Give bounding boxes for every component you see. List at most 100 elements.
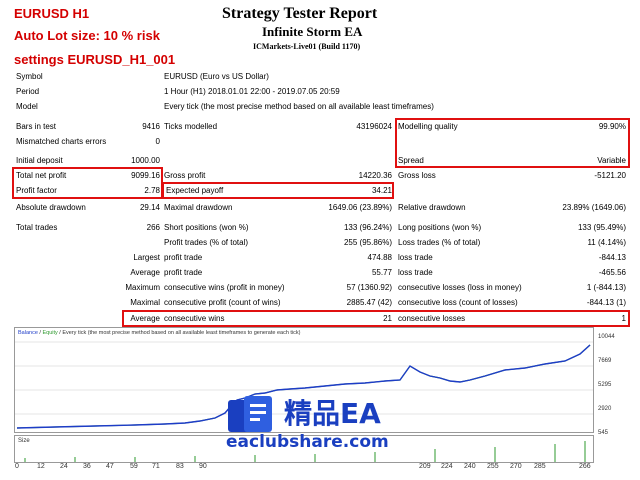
short-value: 133 (96.24%): [343, 223, 392, 232]
quality-label: Modelling quality: [398, 122, 458, 131]
avg-cons-wins-value: 21: [383, 314, 392, 323]
size-panel: Size: [14, 435, 594, 463]
ticks-label: Ticks modelled: [164, 122, 218, 131]
watermark-logo: 精品EA eaclubshare.com: [222, 392, 412, 454]
overlay-settings-text: settings EURUSD_H1_001: [14, 52, 176, 67]
x-tick: 270: [510, 463, 522, 470]
legend-equity: Equity: [42, 330, 58, 336]
profit-trades-label: Profit trades (% of total): [164, 238, 249, 247]
netprofit-highlight-box: [12, 167, 163, 199]
largest-label: Largest: [133, 253, 160, 262]
total-trades-label: Total trades: [16, 223, 58, 232]
maximal-loss-label: consecutive loss (count of losses): [398, 298, 518, 307]
x-tick: 24: [60, 463, 68, 470]
gross-profit-label: Gross profit: [164, 171, 206, 180]
largest-profit-value: 474.88: [367, 253, 392, 262]
symbol-label: Symbol: [16, 72, 43, 81]
x-tick: 90: [199, 463, 207, 470]
net-profit-label: Total net profit: [16, 171, 67, 180]
rel-drawdown-value: 23.89% (1649.06): [562, 203, 626, 212]
avg-loss-value: -465.56: [598, 268, 626, 277]
x-tick: 71: [152, 463, 160, 470]
deposit-value: 1000.00: [131, 156, 160, 165]
y-tick-5: 545: [598, 430, 609, 436]
y-tick-1: 10044: [598, 334, 615, 340]
avg-cons-losses-value: 1: [621, 314, 626, 323]
avg-profit-label: profit trade: [164, 268, 203, 277]
balance-curve-svg: [15, 341, 593, 429]
mismatch-label: Mismatched charts errors: [16, 137, 107, 146]
quality-highlight-box: [395, 118, 630, 168]
average2-label: Average: [130, 314, 160, 323]
largest-loss-value: -844.13: [598, 253, 626, 262]
balance-chart: Balance / Equity / Every tick (the most …: [14, 327, 594, 433]
largest-loss-label: loss trade: [398, 253, 433, 262]
x-tick: 209: [419, 463, 431, 470]
profit-trades-value: 255 (95.86%): [343, 238, 392, 247]
x-tick: 59: [130, 463, 138, 470]
ea-name: Infinite Storm EA: [262, 24, 363, 39]
payoff-value: 34.21: [371, 186, 392, 195]
y-tick-3: 5295: [598, 382, 612, 388]
x-tick: 12: [37, 463, 45, 470]
total-trades-value: 266: [146, 223, 160, 232]
bars-label: Bars in test: [16, 122, 57, 131]
rel-drawdown-label: Relative drawdown: [398, 203, 466, 212]
largest-profit-label: profit trade: [164, 253, 203, 262]
watermark-brand: 精品EA: [284, 397, 381, 430]
payoff-highlight-box: [162, 182, 394, 199]
legend-balance: Balance: [18, 330, 38, 336]
y-tick-2: 7669: [598, 358, 612, 364]
x-tick: 224: [441, 463, 453, 470]
gross-loss-value: -5121.20: [594, 171, 626, 180]
max-cons-wins-value: 57 (1360.92): [346, 283, 392, 292]
maximal-loss-value: -844.13 (1): [586, 298, 626, 307]
logo-mark-icon: [228, 396, 272, 432]
net-profit-value: 9099.16: [131, 171, 160, 180]
avg-loss-label: loss trade: [398, 268, 433, 277]
watermark-site: eaclubshare.com: [226, 432, 389, 452]
report-title: Strategy Tester Report: [222, 5, 378, 22]
short-label: Short positions (won %): [164, 223, 249, 232]
profit-factor-value: 2.78: [144, 186, 160, 195]
x-tick: 36: [83, 463, 91, 470]
size-label: Size: [18, 438, 30, 444]
overlay-symbol-text: EURUSD H1: [14, 6, 90, 21]
profit-factor-label: Profit factor: [16, 186, 57, 195]
max-drawdown-value: 1649.06 (23.89%): [328, 203, 392, 212]
max-cons-losses-label: consecutive losses (loss in money): [398, 283, 522, 292]
abs-drawdown-value: 29.14: [139, 203, 160, 212]
ticks-value: 43196024: [356, 122, 392, 131]
avg-cons-losses-label: consecutive losses: [398, 314, 466, 323]
average-label: Average: [130, 268, 160, 277]
max-cons-wins-label: consecutive wins (profit in money): [164, 283, 285, 292]
x-tick: 240: [464, 463, 476, 470]
spread-value: Variable: [597, 156, 626, 165]
deposit-label: Initial deposit: [16, 156, 63, 165]
bars-value: 9416: [142, 122, 160, 131]
period-label: Period: [16, 87, 40, 96]
x-tick: 266: [579, 463, 591, 470]
chart-legend: Balance / Equity / Every tick (the most …: [18, 330, 301, 336]
legend-rest: / Every tick (the most precise method ba…: [57, 330, 301, 336]
max-cons-losses-value: 1 (-844.13): [586, 283, 626, 292]
model-label: Model: [16, 102, 38, 111]
payoff-label: Expected payoff: [166, 186, 224, 195]
x-tick: 47: [106, 463, 114, 470]
symbol-value: EURUSD (Euro vs US Dollar): [164, 72, 269, 81]
maximum-label: Maximum: [125, 283, 160, 292]
loss-trades-value: 11 (4.14%): [587, 238, 626, 247]
loss-trades-label: Loss trades (% of total): [398, 238, 481, 247]
server-info: ICMarkets-Live01 (Build 1170): [253, 42, 361, 51]
maximal-profit-label: consecutive profit (count of wins): [164, 298, 281, 307]
maximal-label: Maximal: [130, 298, 160, 307]
avg-cons-wins-label: consecutive wins: [164, 314, 225, 323]
x-tick: 255: [487, 463, 499, 470]
maximal-profit-value: 2885.47 (42): [346, 298, 392, 307]
long-value: 133 (95.49%): [577, 223, 626, 232]
long-label: Long positions (won %): [398, 223, 482, 232]
gross-loss-label: Gross loss: [398, 171, 436, 180]
model-value: Every tick (the most precise method base…: [164, 102, 434, 111]
period-value: 1 Hour (H1) 2018.01.01 22:00 - 2019.07.0…: [164, 87, 340, 96]
x-tick: 285: [534, 463, 546, 470]
